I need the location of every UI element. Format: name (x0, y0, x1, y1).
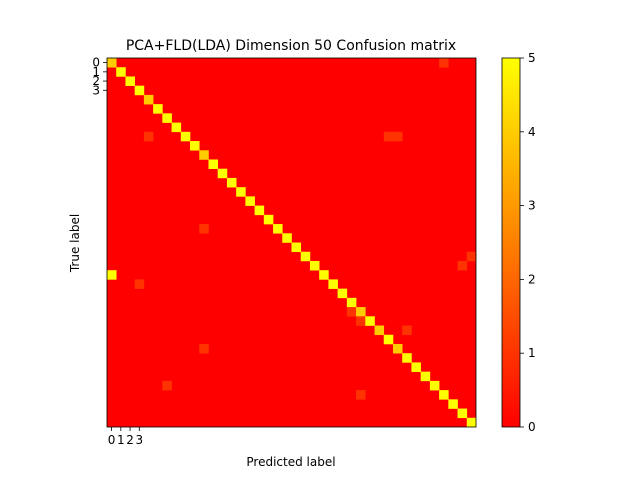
heatmap-cell (125, 76, 135, 86)
heatmap-cell (263, 214, 274, 225)
heatmap-cell (190, 141, 200, 151)
heatmap-cell (439, 58, 449, 68)
heatmap-cell (356, 316, 366, 326)
heatmap-cell (356, 390, 366, 400)
heatmap-cell (337, 288, 348, 299)
heatmap-cell (171, 122, 182, 133)
heatmap-cell (143, 94, 154, 105)
y-axis-label: True label (68, 214, 82, 273)
heatmap-cell (143, 131, 154, 142)
heatmap-cell (356, 307, 366, 317)
x-tick-label: 1 (117, 433, 125, 447)
heatmap-cell (116, 67, 126, 77)
heatmap-cell (236, 187, 246, 197)
colorbar-tick-label: 2 (528, 272, 536, 286)
heatmap-cell (199, 224, 209, 234)
heatmap-cell (245, 196, 255, 206)
heatmap-cell (365, 316, 375, 326)
y-tick-label: 1 (92, 65, 100, 79)
plot-frame (106, 57, 477, 428)
heatmap-cell (383, 131, 394, 142)
x-tick-label: 0 (108, 433, 116, 447)
heatmap-cell (392, 131, 403, 142)
heatmap-cell (346, 297, 357, 308)
heatmap-cell (457, 408, 468, 419)
heatmap-cell (134, 85, 145, 96)
y-tick-label: 3 (92, 83, 100, 97)
x-axis-label: Predicted label (246, 455, 335, 469)
heatmap-cell (300, 251, 311, 262)
heatmap-cell (402, 353, 412, 363)
colorbar-tick-label: 5 (528, 51, 536, 65)
chart-title: PCA+FLD(LDA) Dimension 50 Confusion matr… (126, 38, 456, 54)
y-tick-label: 2 (92, 74, 100, 88)
heatmap-cell (107, 270, 117, 280)
heatmap-cell (180, 131, 191, 142)
colorbar-tick-label: 4 (528, 125, 536, 139)
heatmap-cell (439, 390, 449, 400)
heatmap-cell (162, 380, 172, 391)
heatmap-cell (291, 242, 302, 253)
heatmap-cell (273, 224, 283, 234)
heatmap-cell (107, 58, 117, 68)
heatmap-cell (402, 325, 412, 336)
y-tick-label: 0 (92, 56, 100, 70)
heatmap-cell (374, 325, 385, 336)
heatmap-cell (134, 279, 145, 289)
colorbar (501, 57, 521, 428)
heatmap-cell (309, 260, 320, 271)
heatmap-cells (107, 58, 477, 428)
heatmap-cell (448, 399, 458, 409)
heatmap-cell (392, 343, 403, 354)
heatmap-cell (226, 177, 237, 188)
heatmap-cell (466, 251, 477, 262)
heatmap-cell (457, 260, 468, 271)
heatmap-cell (254, 205, 265, 216)
heatmap-cell (217, 168, 228, 179)
x-tick-label: 2 (126, 433, 134, 447)
colorbar-tick-label: 0 (528, 420, 536, 434)
heatmap-cell (319, 270, 329, 280)
heatmap-cell (208, 159, 218, 169)
heatmap-cell (282, 233, 292, 243)
heatmap-cell (153, 104, 163, 114)
colorbar-ticks: 0 1 2 3 4 5 (520, 51, 536, 434)
heatmap-cell (199, 343, 209, 354)
heatmap-cell (346, 307, 357, 317)
heatmap-cell (383, 334, 394, 345)
heatmap-cell (466, 417, 477, 428)
heatmap-cell (199, 150, 209, 160)
heatmap-cell (429, 380, 440, 391)
heatmap-cell (162, 113, 172, 123)
x-tick-label: 3 (135, 433, 143, 447)
colorbar-tick-label: 3 (528, 199, 536, 213)
heatmap-cell (411, 362, 421, 372)
colorbar-tick-label: 1 (528, 346, 536, 360)
heatmap-cell (328, 279, 338, 289)
heatmap-cell (420, 371, 431, 382)
